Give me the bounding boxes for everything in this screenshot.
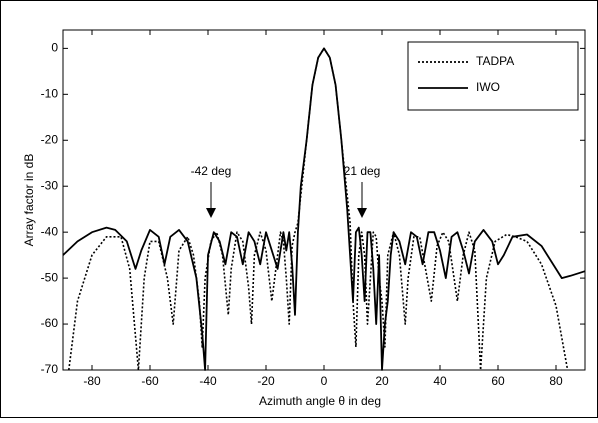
y-tick-label: -40 — [41, 224, 59, 238]
series-line — [68, 47, 569, 371]
y-tick-label: -50 — [41, 270, 59, 284]
x-tick-label: 20 — [375, 374, 389, 388]
x-tick-label: -80 — [83, 374, 101, 388]
y-tick-label: 0 — [51, 41, 58, 55]
annotation: 21 deg — [344, 164, 381, 178]
legend-label: TADPA — [476, 54, 514, 68]
x-tick-label: 80 — [549, 374, 563, 388]
x-tick-label: -40 — [199, 374, 217, 388]
y-tick-label: -30 — [41, 178, 59, 192]
y-axis-label: Array factor in dB — [22, 154, 36, 247]
x-tick-label: -20 — [257, 374, 275, 388]
y-tick-label: -10 — [41, 86, 59, 100]
arrow-head — [206, 208, 216, 218]
series-line — [62, 47, 586, 371]
legend — [407, 41, 579, 111]
x-tick-label: 60 — [491, 374, 505, 388]
arrow-head — [357, 208, 367, 218]
legend-label: IWO — [476, 80, 500, 94]
y-tick-label: -70 — [41, 362, 59, 376]
x-tick-label: 0 — [321, 374, 328, 388]
y-tick-label: -20 — [41, 132, 59, 146]
annotation: -42 deg — [191, 164, 232, 178]
x-tick-label: -60 — [141, 374, 159, 388]
x-tick-label: 40 — [433, 374, 447, 388]
x-axis-label: Azimuth angle θ in deg — [259, 394, 381, 408]
y-tick-label: -60 — [41, 316, 59, 330]
